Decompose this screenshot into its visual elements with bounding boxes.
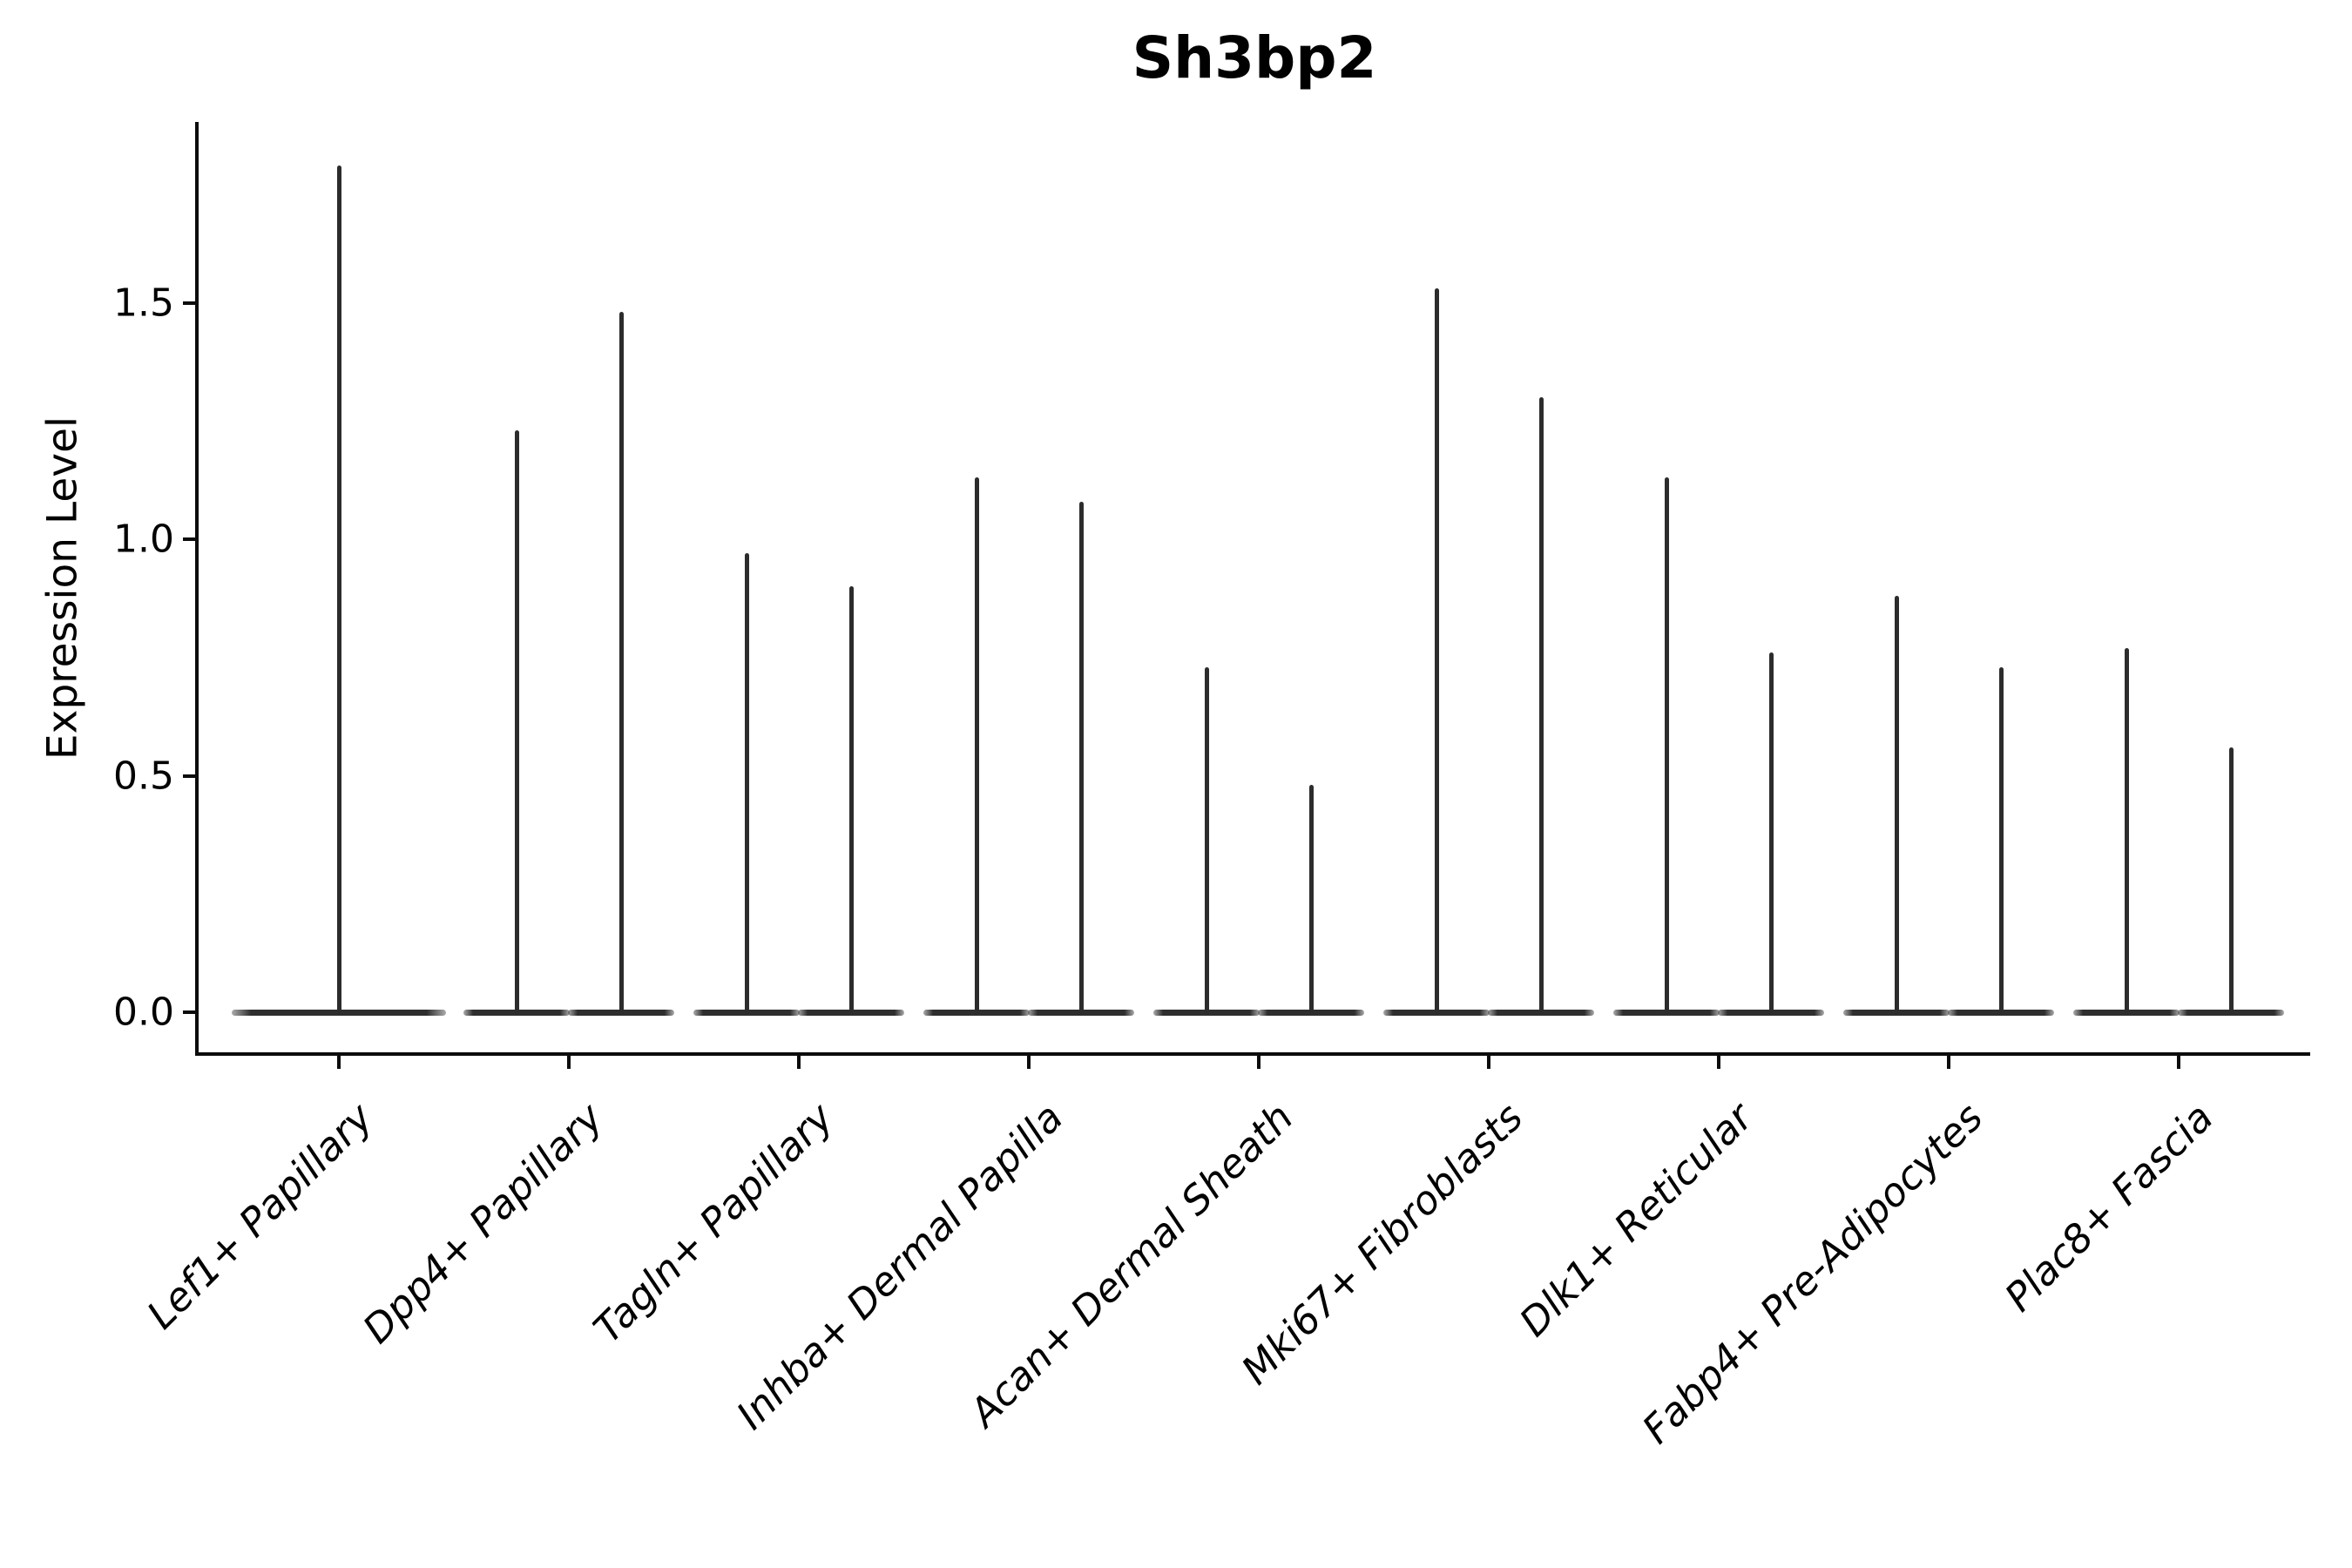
x-category-label: Dpp4+ Papillary bbox=[354, 1094, 612, 1353]
x-tick-mark bbox=[797, 1054, 801, 1069]
x-tick-mark bbox=[567, 1054, 571, 1069]
violin-spike bbox=[744, 553, 749, 1014]
violin-spike bbox=[1308, 785, 1314, 1014]
y-axis-spine bbox=[195, 122, 199, 1056]
violin-spike bbox=[1894, 596, 1899, 1014]
y-tick-label: 0.0 bbox=[113, 990, 174, 1035]
violin-spike bbox=[974, 477, 979, 1014]
violin-spike bbox=[1664, 477, 1669, 1014]
y-tick-label: 1.0 bbox=[113, 517, 174, 562]
violin-spike bbox=[1768, 652, 1774, 1014]
violin-spike bbox=[2228, 747, 2234, 1014]
x-category-label: Tagln+ Papillary bbox=[584, 1094, 842, 1352]
chart-title: Sh3bp2 bbox=[1132, 24, 1377, 91]
violin-spike bbox=[1434, 288, 1439, 1014]
violin-spike bbox=[848, 586, 854, 1014]
x-tick-mark bbox=[2177, 1054, 2180, 1069]
violin-spike bbox=[336, 166, 341, 1014]
x-tick-mark bbox=[1947, 1054, 1950, 1069]
x-tick-mark bbox=[337, 1054, 341, 1069]
violin-spike bbox=[1078, 501, 1084, 1014]
x-tick-mark bbox=[1027, 1054, 1031, 1069]
y-tick-label: 1.5 bbox=[113, 280, 174, 325]
x-category-label: Dlk1+ Reticular bbox=[1511, 1094, 1762, 1346]
y-tick-mark bbox=[183, 774, 196, 778]
x-category-label: Lef1+ Papillary bbox=[138, 1094, 382, 1338]
x-category-label: Plac8+ Fascia bbox=[1995, 1094, 2222, 1321]
violin-spike bbox=[1204, 666, 1209, 1014]
x-axis-spine bbox=[195, 1052, 2310, 1056]
violin-spike bbox=[1998, 666, 2004, 1014]
violin-spike bbox=[1538, 397, 1544, 1014]
violin-spike bbox=[514, 430, 519, 1014]
violin-spike bbox=[2124, 647, 2129, 1014]
x-tick-mark bbox=[1717, 1054, 1720, 1069]
y-tick-mark bbox=[183, 301, 196, 305]
x-tick-mark bbox=[1257, 1054, 1260, 1069]
y-tick-mark bbox=[183, 1010, 196, 1014]
y-tick-label: 0.5 bbox=[113, 754, 174, 798]
y-axis-label: Expression Level bbox=[38, 416, 87, 760]
y-tick-mark bbox=[183, 537, 196, 541]
violin-spike bbox=[618, 312, 624, 1014]
x-tick-mark bbox=[1487, 1054, 1490, 1069]
